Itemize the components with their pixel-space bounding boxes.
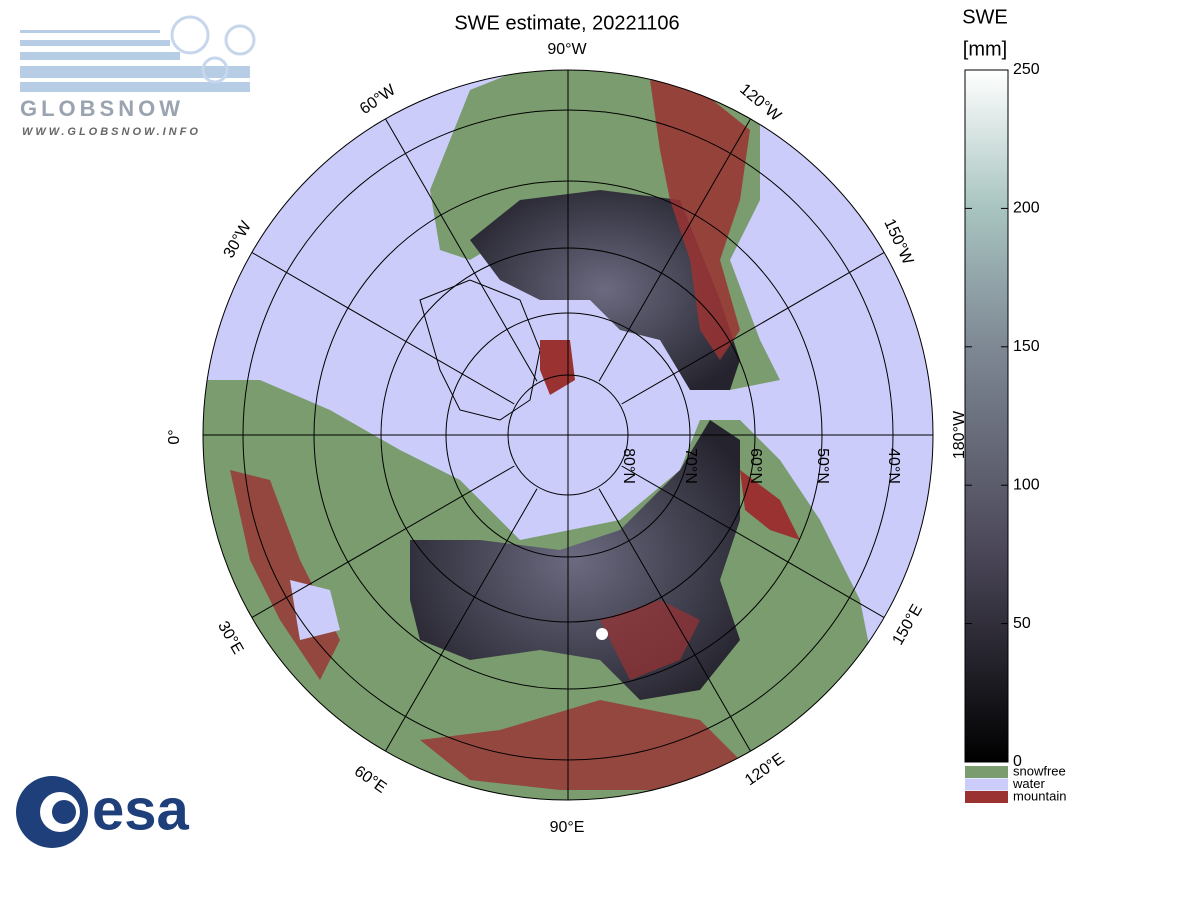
meridian [598,105,759,382]
map-border [202,69,934,801]
legend-label: mountain [1013,788,1066,803]
colorbar-tick-label: 50 [1013,615,1031,632]
longitude-label: 180°W [951,410,968,459]
meridian [377,105,538,382]
map [203,70,933,800]
mountain [740,470,800,540]
snow-cover [470,190,740,390]
latitude-label: 70°N [682,448,699,484]
globsnow-text: GLOBSNOW [20,96,184,121]
legend-swatch [965,778,1008,791]
lake [290,580,340,640]
colorbar-title: SWE [962,6,1008,28]
meridian [621,465,898,626]
longitude-label: 90°W [547,41,587,58]
colorbar [964,69,1009,763]
meridian [238,244,515,405]
globsnow-logo: GLOBSNOW WWW.GLOBSNOW.INFO [20,15,256,138]
mountain [420,700,740,790]
globsnow-url: WWW.GLOBSNOW.INFO [22,126,201,138]
graticule [203,70,933,800]
meridian [598,488,759,765]
colorbar-unit: [mm] [963,38,1007,60]
legend-label: water [1012,776,1045,791]
snow-peak [596,628,608,640]
latitude-labels: 80°N 70°N 60°N 50°N 40°N [620,448,902,484]
longitude-label: 90°E [550,819,585,836]
esa-text: esa [92,777,190,842]
meridian [238,465,515,626]
meridian [377,488,538,765]
latitude-label: 80°N [620,448,637,484]
colorbar-tick-label: 100 [1013,476,1040,493]
latitude-label: 60°N [747,448,764,484]
map-title: SWE estimate, 20221106 [454,12,679,34]
mountain [540,340,575,395]
colorbar-tick-label: 0 [1013,753,1022,770]
esa-logo: esa [16,776,190,848]
meridian [621,244,898,405]
latitude-label: 40°N [885,448,902,484]
legend-swatch [965,791,1008,803]
colorbar-ticks: 0 50 100 150 200 250 [965,61,1040,770]
colorbar-tick-label: 150 [1013,338,1040,355]
colorbar-tick-label: 200 [1013,200,1040,217]
legend-swatch [965,766,1008,778]
longitude-label: 0° [166,429,183,444]
legend-label: snowfree [1013,763,1066,778]
colorbar-tick-label: 250 [1013,61,1040,78]
latitude-label: 50°N [814,448,831,484]
